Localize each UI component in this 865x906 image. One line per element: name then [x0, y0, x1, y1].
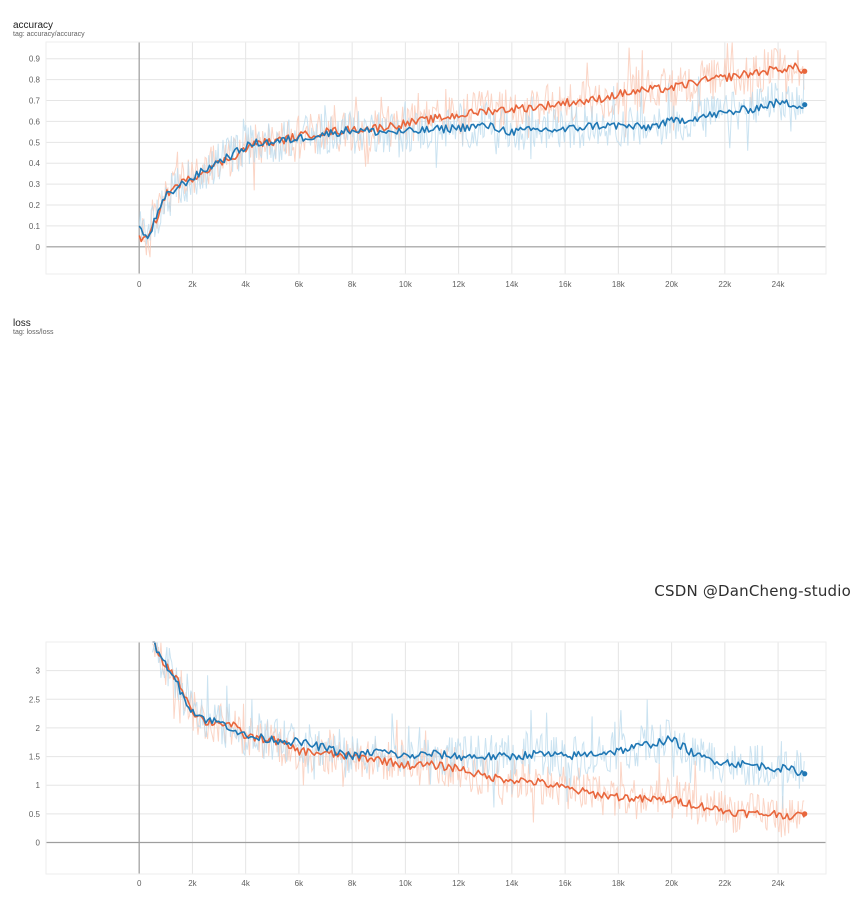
y-tick-label: 0.8	[29, 76, 41, 85]
plot-area-border	[45, 41, 827, 275]
y-tick-label: 0.7	[29, 97, 41, 106]
chart-title: accuracy	[13, 20, 54, 31]
blue-end-point	[802, 102, 808, 108]
x-tick-label: 6k	[295, 280, 304, 289]
x-tick-label: 20k	[665, 879, 679, 888]
x-tick-label: 12k	[452, 280, 466, 289]
orange-end-point	[802, 811, 808, 817]
y-tick-label: 0.1	[29, 222, 41, 231]
x-tick-label: 22k	[718, 280, 732, 289]
x-tick-label: 14k	[505, 280, 519, 289]
blue-series-line	[152, 641, 805, 777]
y-tick-label: 0.5	[29, 810, 41, 819]
x-tick-label: 8k	[348, 879, 357, 888]
accuracy-chart[interactable]: 0 0.1 0.2 0.3 0.4 0.5 0.6 0.7 0.8 0.9 0 2k 4k 6k 8k 10k…	[0, 0, 865, 300]
y-tick-label: 2.5	[29, 695, 41, 704]
y-tick-label: 0.3	[29, 180, 41, 189]
y-tick-label: 0	[36, 243, 41, 252]
blue-series-line	[138, 98, 804, 240]
x-tick-label: 0	[137, 280, 142, 289]
chart-subtitle: tag: accuracy/accuracy	[13, 31, 85, 38]
y-tick-label: 0.9	[29, 55, 41, 64]
x-tick-label: 14k	[505, 879, 519, 888]
x-tick-label: 2k	[188, 879, 197, 888]
x-tick-label: 6k	[295, 879, 304, 888]
x-tick-label: 0	[137, 879, 142, 888]
x-tick-label: 20k	[665, 280, 679, 289]
x-tick-label: 16k	[559, 879, 573, 888]
x-tick-label: 18k	[612, 280, 626, 289]
x-tick-label: 4k	[241, 280, 250, 289]
x-tick-label: 24k	[772, 280, 786, 289]
x-tick-label: 4k	[241, 879, 250, 888]
loss-chart[interactable]: 0 0.5 1 1.5 2 2.5 3 0 2k 4k 6k 8k 10k 12k 14k 16k 18k 20k…	[0, 600, 865, 906]
x-tick-label: 18k	[612, 879, 626, 888]
loss-panel: loss tag: loss/loss 0 0.5 1 1.5 2 2.5 3 0 2k 4k 6k…	[0, 300, 865, 888]
y-tick-label: 0.5	[29, 138, 41, 147]
x-tick-label: 22k	[718, 879, 732, 888]
chart-subtitle: tag: loss/loss	[13, 329, 54, 336]
accuracy-panel: accuracy tag: accuracy/accuracy 0 0.1 0.2 0…	[0, 0, 865, 300]
blue-end-point	[802, 771, 808, 777]
orange-end-point	[802, 68, 808, 74]
x-tick-label: 16k	[559, 280, 573, 289]
y-tick-label: 1.5	[29, 753, 41, 762]
orange-raw-trace	[138, 41, 805, 258]
x-tick-label: 10k	[399, 879, 413, 888]
y-tick-label: 3	[36, 667, 41, 676]
y-tick-label: 0.4	[29, 159, 41, 168]
chart-title: loss	[13, 318, 31, 329]
y-tick-label: 2	[36, 724, 41, 733]
x-tick-label: 8k	[348, 280, 357, 289]
x-tick-label: 10k	[399, 280, 413, 289]
y-tick-label: 0.2	[29, 201, 41, 210]
y-tick-label: 1	[36, 781, 41, 790]
y-tick-label: 0.6	[29, 117, 41, 126]
x-tick-label: 12k	[452, 879, 466, 888]
y-tick-label: 0	[36, 838, 41, 847]
watermark: CSDN @DanCheng-studio	[654, 582, 851, 600]
x-tick-label: 24k	[772, 879, 786, 888]
x-tick-label: 2k	[188, 280, 197, 289]
